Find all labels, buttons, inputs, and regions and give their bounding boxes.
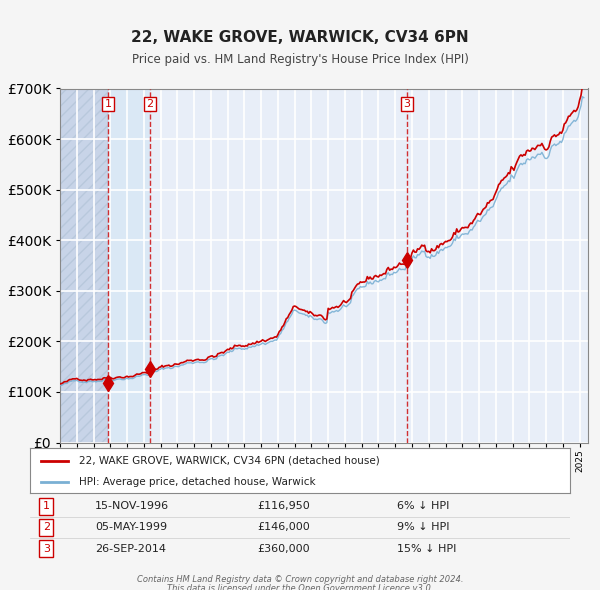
Text: 3: 3 [404, 99, 410, 109]
Text: 15-NOV-1996: 15-NOV-1996 [95, 502, 169, 511]
Text: £360,000: £360,000 [257, 544, 310, 553]
Text: 15% ↓ HPI: 15% ↓ HPI [397, 544, 457, 553]
Text: 1: 1 [43, 502, 50, 511]
Text: HPI: Average price, detached house, Warwick: HPI: Average price, detached house, Warw… [79, 477, 315, 487]
Text: 6% ↓ HPI: 6% ↓ HPI [397, 502, 449, 511]
Text: £146,000: £146,000 [257, 523, 310, 532]
Bar [108, 88, 150, 442]
Bar [108, 88, 150, 442]
Text: Price paid vs. HM Land Registry's House Price Index (HPI): Price paid vs. HM Land Registry's House … [131, 53, 469, 66]
Text: £116,950: £116,950 [257, 502, 310, 511]
Text: 9% ↓ HPI: 9% ↓ HPI [397, 523, 450, 532]
Text: 22, WAKE GROVE, WARWICK, CV34 6PN: 22, WAKE GROVE, WARWICK, CV34 6PN [131, 30, 469, 44]
Text: 2: 2 [43, 523, 50, 532]
Text: Contains HM Land Registry data © Crown copyright and database right 2024.: Contains HM Land Registry data © Crown c… [137, 575, 463, 584]
Text: 22, WAKE GROVE, WARWICK, CV34 6PN (detached house): 22, WAKE GROVE, WARWICK, CV34 6PN (detac… [79, 456, 379, 466]
Text: 2: 2 [146, 99, 154, 109]
Text: 05-MAY-1999: 05-MAY-1999 [95, 523, 167, 532]
Bar [60, 88, 108, 442]
Text: 1: 1 [104, 99, 112, 109]
Text: 3: 3 [43, 544, 50, 553]
Text: 26-SEP-2014: 26-SEP-2014 [95, 544, 166, 553]
Text: This data is licensed under the Open Government Licence v3.0.: This data is licensed under the Open Gov… [167, 584, 433, 590]
Bar [60, 88, 108, 442]
